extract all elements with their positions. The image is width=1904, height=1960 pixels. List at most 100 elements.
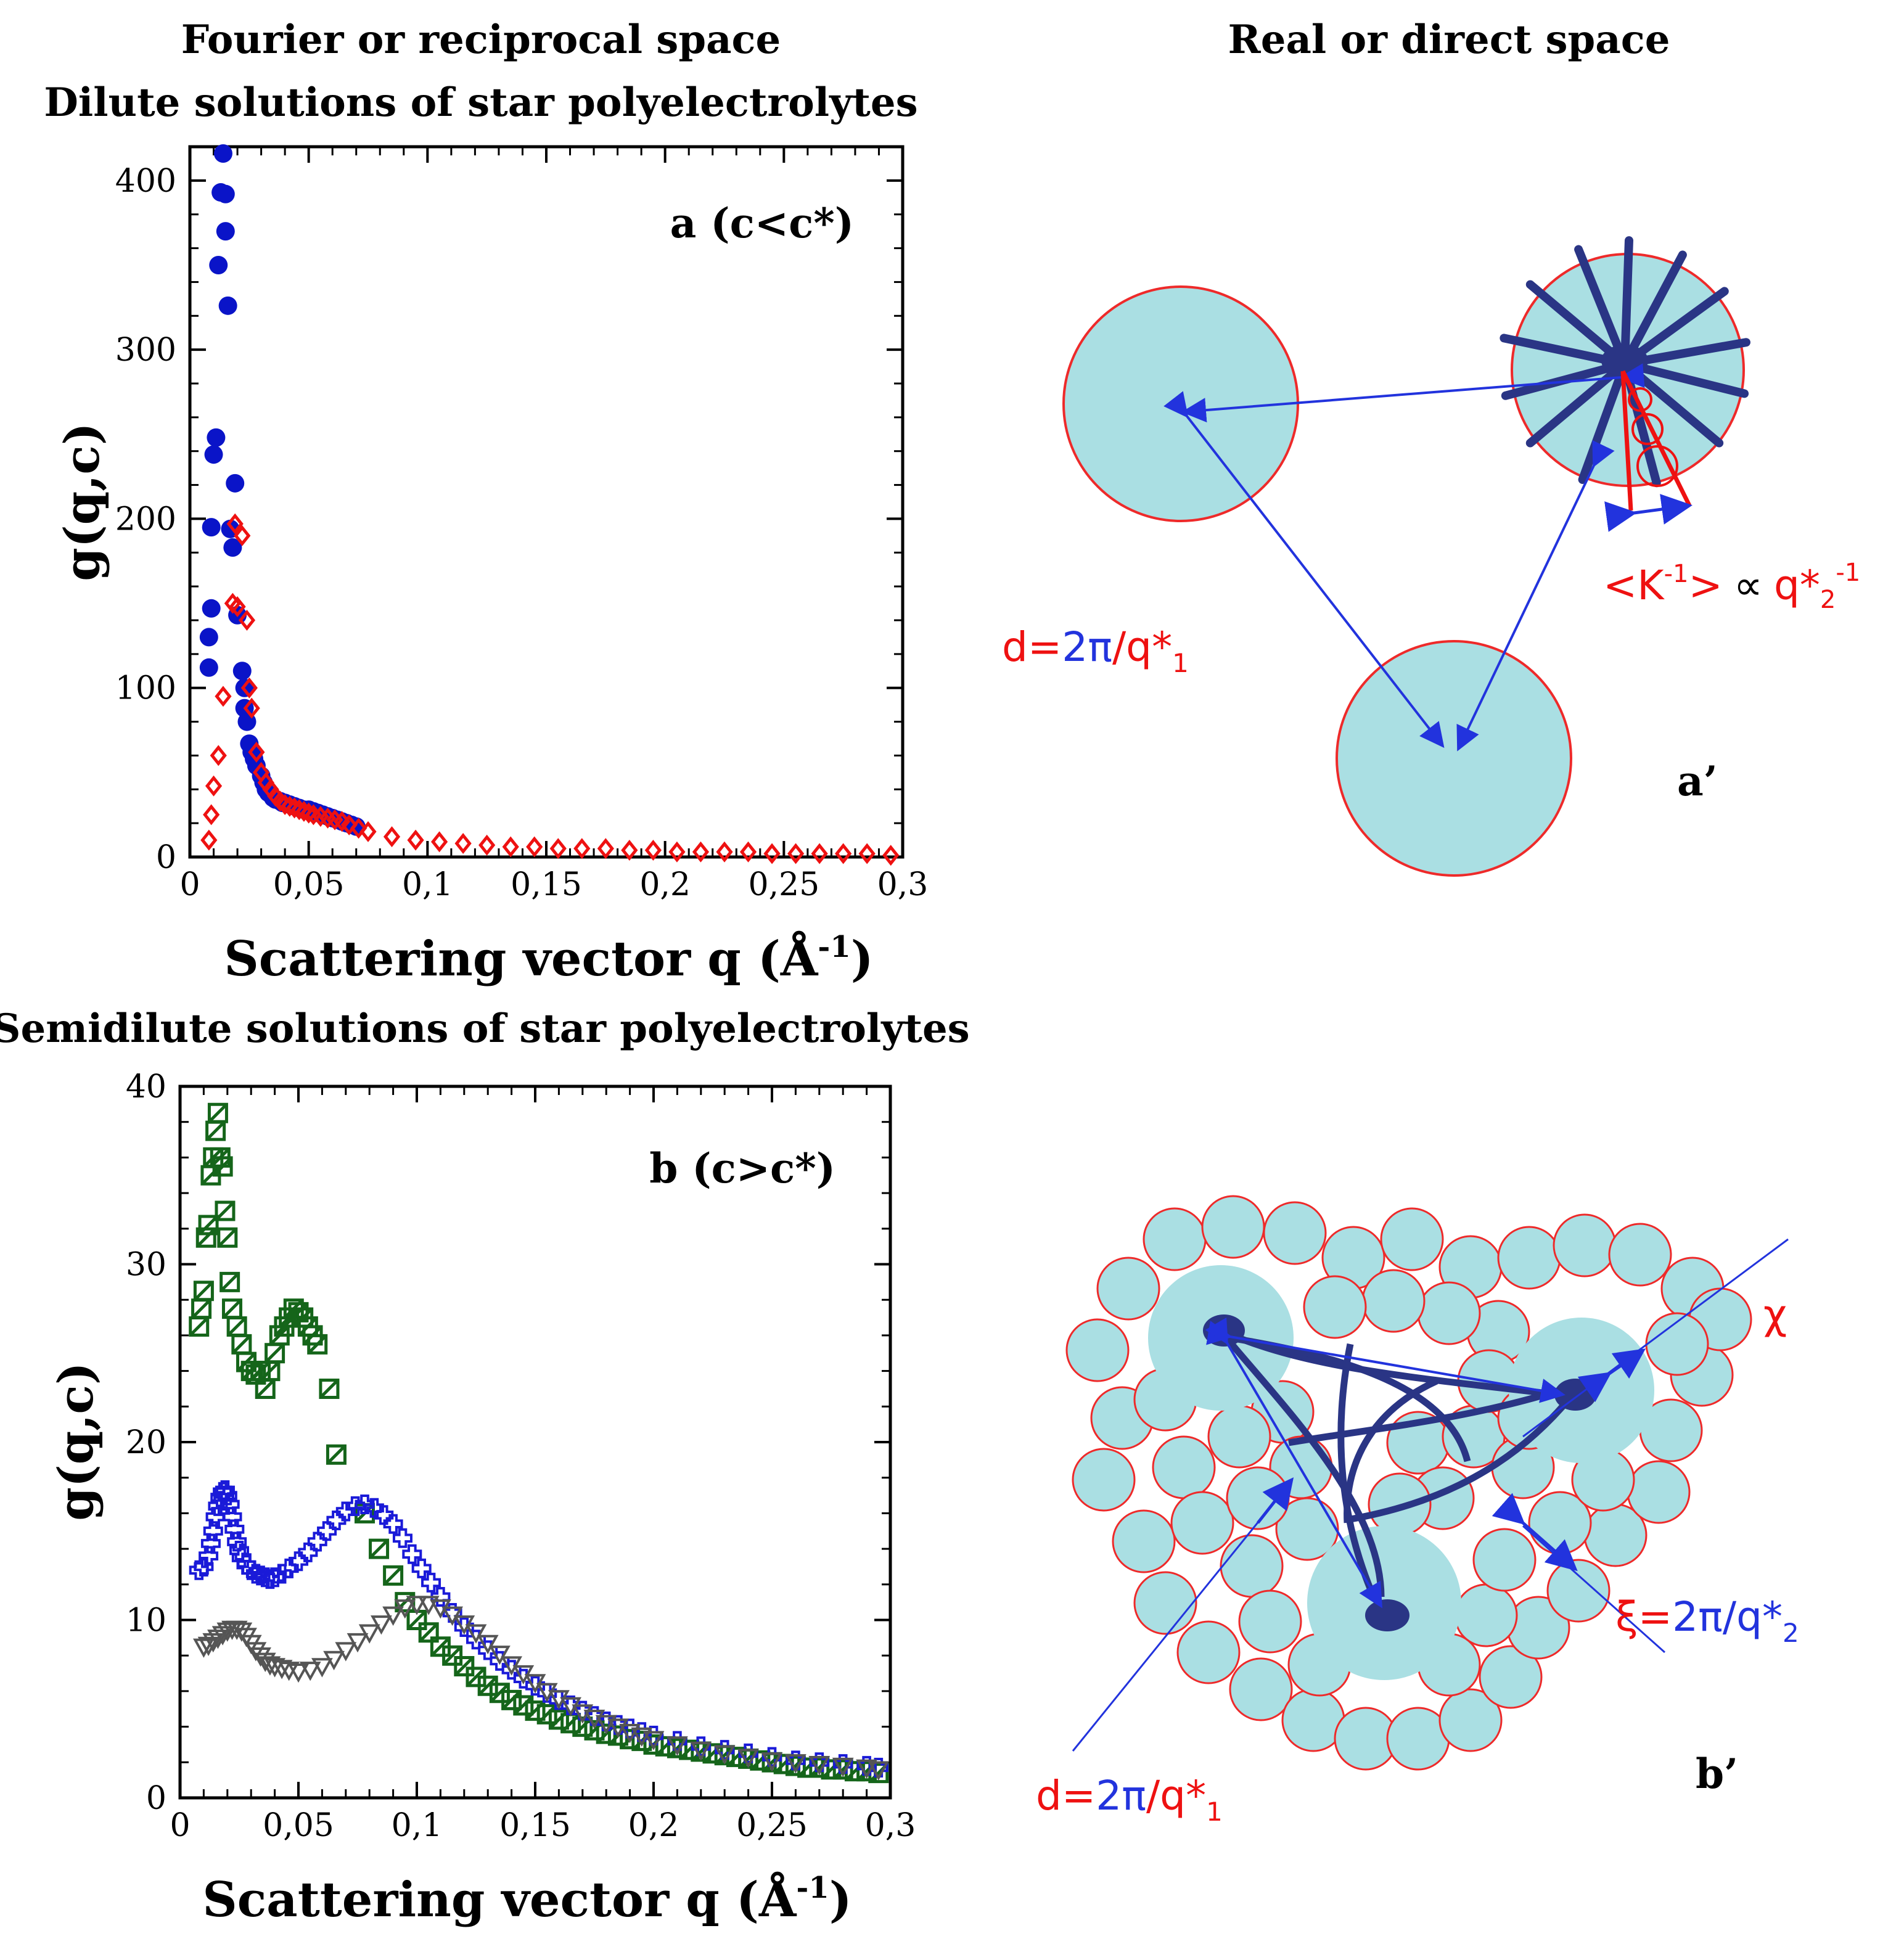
data-point-blue-crosses: [374, 1505, 394, 1525]
data-point-green-squares: [536, 1704, 557, 1724]
data-point-red-diamonds: [478, 834, 496, 856]
x-tick-label: 0,15: [511, 866, 582, 903]
x-tick-label: 0,1: [392, 1807, 443, 1844]
data-point-gray-triangles: [761, 1752, 783, 1772]
data-point-gray-triangles: [287, 1663, 310, 1683]
data-point-gray-triangles: [311, 1658, 333, 1678]
data-point-blue-crosses: [227, 1532, 247, 1552]
data-point-gray-triangles: [394, 1599, 416, 1619]
data-point-red-diamonds: [295, 800, 313, 822]
data-point-red-diamonds: [811, 843, 828, 864]
data-point-blue-crosses: [317, 1521, 337, 1541]
data-point-blue-circles: [232, 662, 252, 681]
data-point-green-squares: [205, 1120, 226, 1141]
y-tick-label: 10: [126, 1602, 166, 1639]
data-point-green-squares: [442, 1645, 463, 1666]
data-point-red-diamonds: [787, 843, 805, 864]
data-point-red-diamonds: [215, 686, 232, 707]
y-tick-label: 0: [146, 1780, 166, 1817]
blob-size-formula: <K-1> ∝ q*2-1: [1603, 559, 1860, 614]
data-point-gray-triangles: [642, 1731, 665, 1750]
blob-circle: [1380, 1207, 1444, 1271]
blob-circle: [1546, 1559, 1611, 1623]
data-point-gray-triangles: [216, 1622, 239, 1642]
chi-arrow-head: [1577, 1348, 1646, 1403]
data-point-blue-crosses: [326, 1510, 347, 1530]
x-axis-label-a: Scattering vector q (Å-1): [224, 930, 873, 987]
data-point-red-diamonds: [668, 841, 686, 863]
data-point-blue-crosses: [421, 1572, 441, 1593]
blob-circle: [1497, 1226, 1561, 1290]
blob-circle: [1176, 1620, 1241, 1684]
data-point-blue-crosses: [220, 1494, 240, 1514]
y-axis-label-a: g(q,c): [54, 422, 110, 581]
y-tick-label: 40: [126, 1068, 166, 1105]
blob-circle: [1201, 1195, 1265, 1259]
correlation-length-arrow: [1604, 494, 1693, 532]
data-point-blue-circles: [216, 222, 235, 241]
data-point-blue-circles: [207, 428, 226, 447]
data-point-gray-triangles: [477, 1634, 499, 1655]
data-point-blue-crosses: [364, 1498, 384, 1518]
star-core-bottom: [1365, 1599, 1410, 1631]
data-point-green-squares: [454, 1656, 475, 1677]
data-point-blue-crosses: [224, 1519, 245, 1540]
data-point-green-squares: [198, 1215, 219, 1236]
panel-label-a-prime: a’: [1677, 757, 1718, 805]
data-point-green-squares: [231, 1334, 252, 1355]
data-point-green-squares: [430, 1636, 451, 1657]
d-line-b: [1072, 1491, 1284, 1752]
y-tick-label: 100: [115, 670, 176, 707]
data-point-green-squares: [513, 1695, 534, 1716]
blob-circle: [1096, 1257, 1160, 1321]
blob-circle-1: [1628, 387, 1652, 412]
x-axis-label-b: Scattering vector q (Å-1): [202, 1871, 851, 1928]
blob-circle: [1361, 1269, 1426, 1333]
data-point-blue-circles: [209, 256, 228, 274]
distance-arrow-left: [1163, 391, 1445, 748]
x-tick-label: 0,25: [748, 866, 819, 903]
data-point-green-squares: [193, 1281, 214, 1302]
y-tick-label: 400: [115, 163, 176, 200]
panel-label-a: a (c<c*): [670, 199, 854, 247]
x-tick-label: 0,15: [499, 1807, 571, 1844]
star-core-left: [1203, 1314, 1245, 1347]
data-point-gray-triangles: [667, 1736, 688, 1756]
data-point-red-diamonds: [716, 841, 733, 863]
data-point-red-diamonds: [240, 677, 258, 699]
plot-frame-a: [188, 145, 905, 859]
data-point-blue-circles: [226, 474, 245, 493]
data-point-red-diamonds: [739, 841, 757, 863]
data-point-green-squares: [207, 1102, 228, 1123]
blob-cone: [1620, 370, 1692, 511]
data-point-red-diamonds: [203, 804, 220, 826]
data-point-gray-triangles: [207, 1630, 229, 1649]
data-point-gray-triangles: [323, 1650, 345, 1671]
blob-packing: [1065, 1195, 1752, 1771]
data-point-red-diamonds: [430, 831, 448, 853]
heading-dilute: Dilute solutions of star polyelectrolyte…: [44, 80, 917, 126]
x-tick-label: 0,05: [273, 866, 345, 903]
data-point-gray-triangles: [202, 1633, 224, 1653]
distance-formula-b: d=2π/q*1: [1036, 1772, 1223, 1827]
data-point-blue-circles: [199, 658, 218, 677]
data-point-red-diamonds: [644, 840, 662, 861]
data-point-blue-crosses: [265, 1567, 285, 1588]
blob-circle-2: [1631, 413, 1664, 445]
data-point-red-diamonds: [597, 838, 614, 859]
blob-circle: [1454, 1583, 1518, 1647]
heading-semidilute: Semidilute solutions of star polyelectro…: [0, 1006, 970, 1052]
data-point-green-squares: [191, 1298, 212, 1319]
distance-formula-a: d=2π/q*1: [1002, 623, 1189, 678]
blob-circle-3: [1636, 445, 1678, 487]
blob-circle: [1143, 1207, 1207, 1271]
data-point-blue-crosses: [289, 1551, 308, 1572]
star-arm-curve-5: [1347, 1385, 1582, 1523]
y-tick-label: 0: [156, 839, 176, 876]
blob-circle: [1303, 1275, 1367, 1339]
data-point-gray-triangles: [264, 1658, 285, 1678]
data-point-blue-crosses: [392, 1528, 412, 1548]
star-arm: [1620, 236, 1633, 368]
diagram-dilute-stars: d=2π/q*1 <K-1> ∝ q*2-1 a’: [1002, 236, 1860, 877]
data-point-blue-crosses: [430, 1587, 451, 1607]
